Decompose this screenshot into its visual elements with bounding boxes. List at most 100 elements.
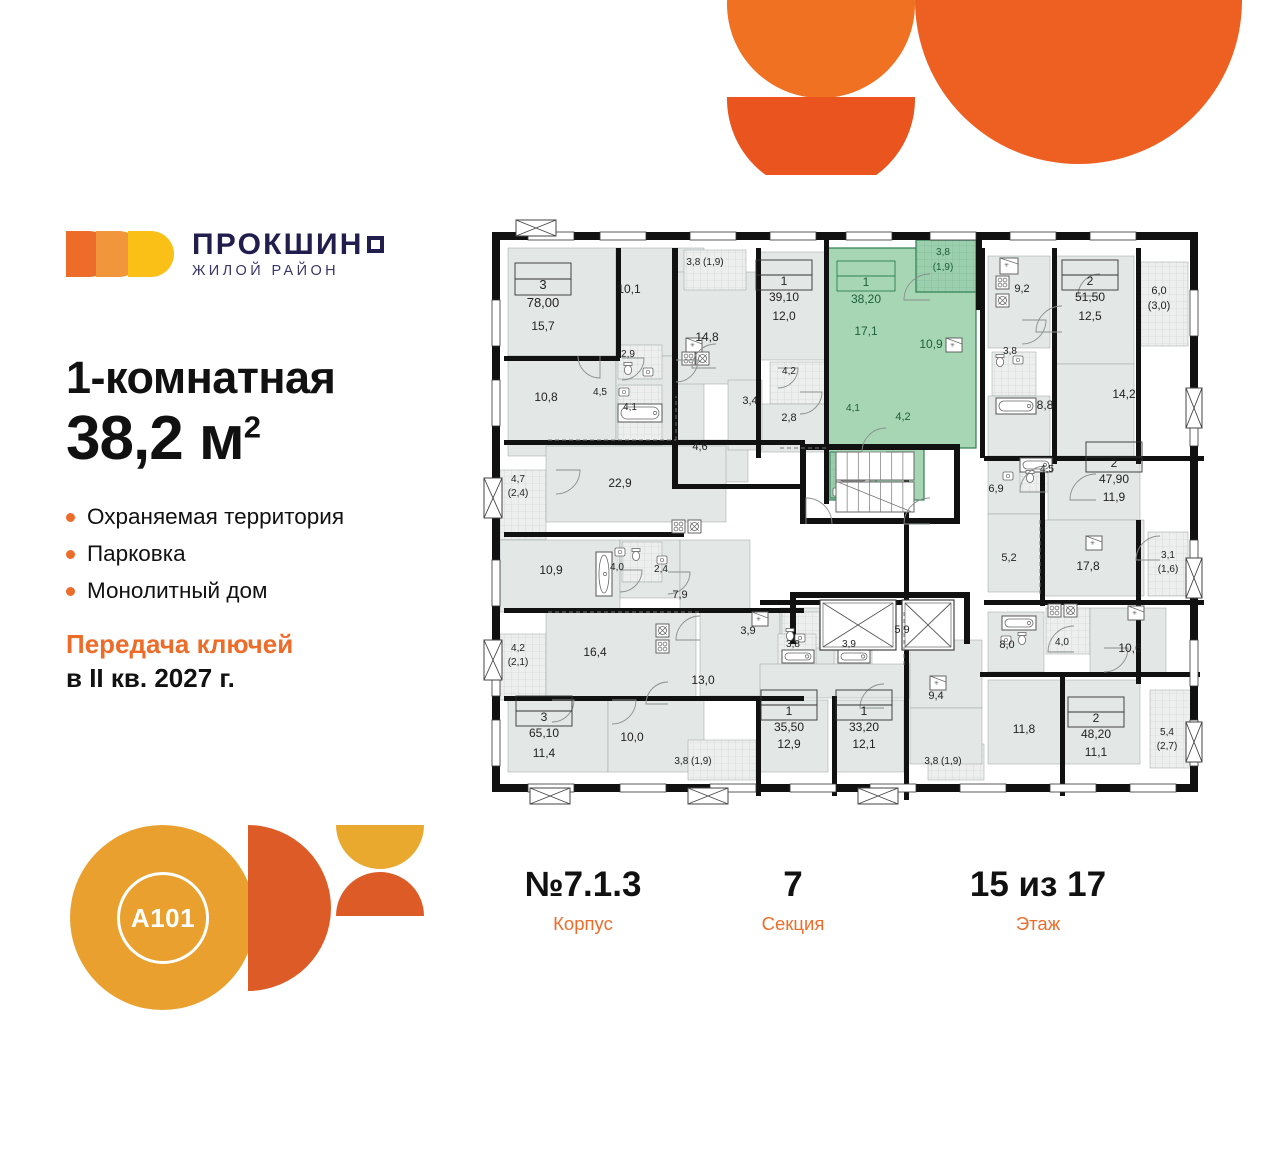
room-area-label: (1,9) — [933, 262, 954, 273]
a101-ring-icon: A101 — [117, 872, 209, 964]
room-area-label: 1 — [861, 704, 868, 718]
meta-building-label: Корпус — [553, 912, 613, 934]
feature-item: Охраняемая территория — [66, 504, 466, 530]
room-area-label: 9,4 — [928, 690, 943, 702]
svg-text:✳: ✳ — [1004, 262, 1009, 269]
room-area-label: (2,4) — [508, 488, 529, 499]
room-area-label: 3,4 — [742, 395, 757, 407]
svg-text:✳: ✳ — [950, 342, 955, 349]
logo-marks-icon — [66, 231, 176, 277]
info-panel: ПРОКШИН ЖИЛОЙ РАЙОН 1-комнатная 38,2 м2 … — [66, 226, 466, 696]
room-area-label: 7,9 — [672, 589, 687, 601]
key-handover-line2: в II кв. 2027 г. — [66, 662, 235, 693]
svg-text:✳: ✳ — [756, 616, 761, 623]
room-area-label: 3,8 — [786, 639, 800, 650]
room-area-label: 48,20 — [1081, 727, 1111, 741]
feature-item: Парковка — [66, 541, 466, 567]
decorative-circle-light-orange — [727, 0, 915, 98]
logo-square-icon — [366, 236, 384, 254]
decorative-shapes — [0, 0, 1280, 175]
key-handover-note: Передача ключей в II кв. 2027 г. — [66, 628, 466, 696]
feature-label: Монолитный дом — [87, 578, 268, 604]
feature-list: Охраняемая территория Парковка Монолитны… — [66, 504, 466, 604]
room-area-label: 65,10 — [529, 726, 559, 740]
meta-floor-value: 15 из 17 — [969, 865, 1107, 904]
room-area-label: 10,8 — [534, 390, 558, 404]
meta-building: №7.1.3 Корпус — [478, 865, 688, 935]
room-area-label: 5,9 — [894, 624, 909, 636]
floor-plan[interactable]: ✳ ✳ ✳ ✳ ✳ ✳ ✳ 3 78,00 15,7 10,1 10,8 2,9 4,5 4,1 14,8 4… — [470, 215, 1210, 815]
bullet-dot-icon — [66, 586, 75, 596]
logo-title-text: ПРОКШИН — [192, 227, 364, 261]
room-area-label: 10,9 — [539, 563, 563, 577]
room-area-label: 4,0 — [610, 562, 624, 573]
room-area-label: (2,1) — [508, 657, 529, 668]
logo-mark-3-icon — [128, 231, 174, 277]
svg-text:✳: ✳ — [934, 680, 939, 687]
room-area-label: 14,8 — [695, 330, 719, 344]
logo-title: ПРОКШИН — [192, 227, 384, 261]
room-area-label: 22,9 — [608, 476, 632, 490]
room-area-label: 3,9 — [842, 639, 856, 650]
room-area-label: 3,8 (1,9) — [686, 257, 723, 268]
decorative-halfcircle-orange — [727, 97, 915, 175]
page-title-rooms: 1-комнатная — [66, 352, 336, 403]
room-area-label: 6,0 — [1151, 285, 1166, 297]
room-area-label: 4,2 — [782, 366, 796, 377]
room-area-label: 78,00 — [527, 295, 560, 310]
room-area-label: 2 — [1087, 274, 1094, 288]
room-area-label: 4,1 — [623, 402, 637, 413]
room-area-label: 4,2 — [895, 411, 910, 423]
room-area-label: 11,1 — [1085, 745, 1108, 759]
room-area-label: 10,1 — [617, 282, 641, 296]
feature-label: Парковка — [87, 541, 186, 567]
room-area-label: 1 — [781, 274, 788, 288]
feature-label: Охраняемая территория — [87, 504, 345, 530]
a101-label: A101 — [130, 902, 196, 933]
room-area-label: 2,4 — [654, 564, 668, 575]
feature-item: Монолитный дом — [66, 578, 466, 604]
room-area-label: 8,8 — [1037, 398, 1054, 412]
room-area-label: 12,1 — [852, 737, 876, 751]
a101-logo: A101 — [70, 822, 430, 1012]
room-area-label: 47,90 — [1099, 472, 1129, 486]
room-area-label: 4,0 — [1055, 637, 1069, 648]
logo-text: ПРОКШИН ЖИЛОЙ РАЙОН — [192, 227, 384, 279]
room-area-label: 6,9 — [988, 483, 1003, 495]
room-area-label: 3,8 — [936, 247, 950, 258]
room-area-label: 13,0 — [691, 673, 715, 687]
page-title-area: 38,2 м2 — [66, 407, 466, 470]
room-area-label: 17,1 — [854, 324, 878, 338]
room-area-label: 2,8 — [781, 412, 796, 424]
room-area-label: 3 — [539, 277, 546, 292]
room-area-label: 12,9 — [777, 737, 801, 751]
decorative-circle-large-orange — [915, 0, 1242, 164]
meta-floor: 15 из 17 Этаж — [898, 865, 1178, 935]
room-area-label: 14,2 — [1112, 387, 1136, 401]
room-area-label: 4,2 — [511, 643, 525, 654]
meta-section-value: 7 — [783, 865, 803, 904]
area-unit-superscript: 2 — [243, 409, 261, 445]
room-area-label: 1 — [863, 275, 870, 289]
room-area-label: 5,4 — [1160, 727, 1174, 738]
room-area-label: 3 — [541, 710, 548, 724]
room-area-label: 12,0 — [772, 309, 796, 323]
room-area-label: 38,20 — [851, 292, 881, 306]
room-area-label: 15,7 — [531, 319, 555, 333]
room-area-label: 3,9 — [740, 625, 755, 637]
svg-text:✳: ✳ — [1090, 540, 1095, 547]
a101-halfcircle-icon — [248, 825, 331, 991]
floor-plan-svg[interactable]: ✳ ✳ ✳ ✳ ✳ ✳ ✳ 3 78,00 15,7 10,1 10,8 2,9 4,5 4,1 14,8 4… — [470, 215, 1210, 815]
room-area-label: 4,7 — [511, 474, 525, 485]
room-area-label: 10,9 — [919, 337, 943, 351]
room-area-label: 4,5 — [593, 387, 607, 398]
room-area-label: 1 — [786, 704, 793, 718]
room-area-label: 12,5 — [1078, 309, 1102, 323]
room-area-label: 3,1 — [1161, 550, 1175, 561]
svg-text:✳: ✳ — [690, 342, 695, 349]
meta-section: 7 Секция — [688, 865, 898, 935]
room-area-label: 4,6 — [692, 441, 707, 453]
prokshino-logo: ПРОКШИН ЖИЛОЙ РАЙОН — [66, 226, 466, 282]
meta-floor-label: Этаж — [1015, 912, 1061, 934]
